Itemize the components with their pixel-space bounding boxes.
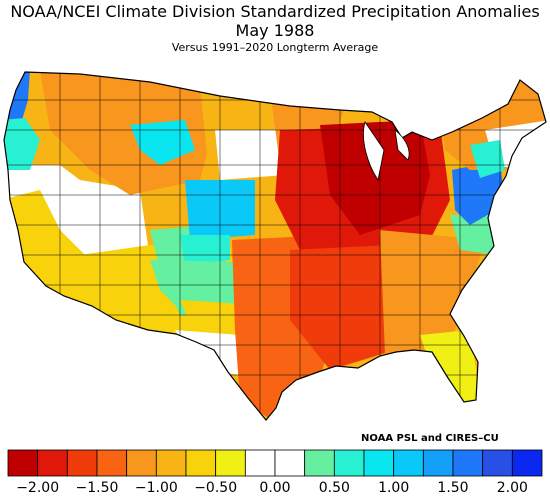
legend-tick-label: −1.00 <box>134 480 178 496</box>
map-subtitle: May 1988 <box>235 21 315 40</box>
legend-swatch <box>274 449 306 477</box>
legend-swatch <box>452 449 484 477</box>
map-title: NOAA/NCEI Climate Division Standardized … <box>10 2 540 21</box>
credit-text: NOAA PSL and CIRES–CU <box>361 433 499 444</box>
region-kansas-north <box>180 235 230 265</box>
legend-swatch <box>482 449 513 477</box>
region-texas-trans-pecos <box>175 330 240 375</box>
legend-tick-label: 0.50 <box>318 480 350 496</box>
region-lower-mississippi <box>290 245 395 370</box>
region-montana-central <box>130 120 195 165</box>
legend-swatch <box>66 449 98 477</box>
legend-tick-label: 1.50 <box>437 480 469 496</box>
legend-swatch <box>393 449 424 477</box>
legend-swatch <box>7 449 39 477</box>
region-florida <box>420 330 482 410</box>
legend-swatch <box>37 449 68 477</box>
legend-swatch <box>155 449 187 477</box>
region-northern-rockies <box>40 72 215 195</box>
legend-tick-label: 0.00 <box>259 480 291 496</box>
legend-swatch <box>422 449 454 477</box>
legend-swatch <box>511 449 543 477</box>
legend-tick-label: −0.50 <box>194 480 238 496</box>
legend-tick-label: 1.00 <box>378 480 410 496</box>
legend-swatch <box>126 449 157 477</box>
legend-swatch <box>333 449 365 477</box>
map-baseline-note: Versus 1991–2020 Longterm Average <box>171 41 379 54</box>
legend-swatch <box>215 449 246 477</box>
legend-swatch <box>96 449 128 477</box>
color-legend <box>7 449 543 477</box>
lake-michigan <box>363 121 385 182</box>
legend-tick-label: −1.50 <box>75 480 119 496</box>
legend-swatch <box>244 449 276 477</box>
us-climate-division-map <box>3 71 547 421</box>
legend-swatch <box>363 449 395 477</box>
legend-swatch <box>304 449 335 477</box>
region-southeast <box>380 230 485 360</box>
legend-tick-label: −2.00 <box>16 480 60 496</box>
legend-swatch <box>185 449 217 477</box>
region-oregon-coast <box>4 118 40 170</box>
region-dakotas-west <box>215 130 285 180</box>
legend-tick-label: 2.00 <box>496 480 528 496</box>
lake-huron <box>394 129 410 161</box>
region-northeast-interior <box>470 140 505 178</box>
